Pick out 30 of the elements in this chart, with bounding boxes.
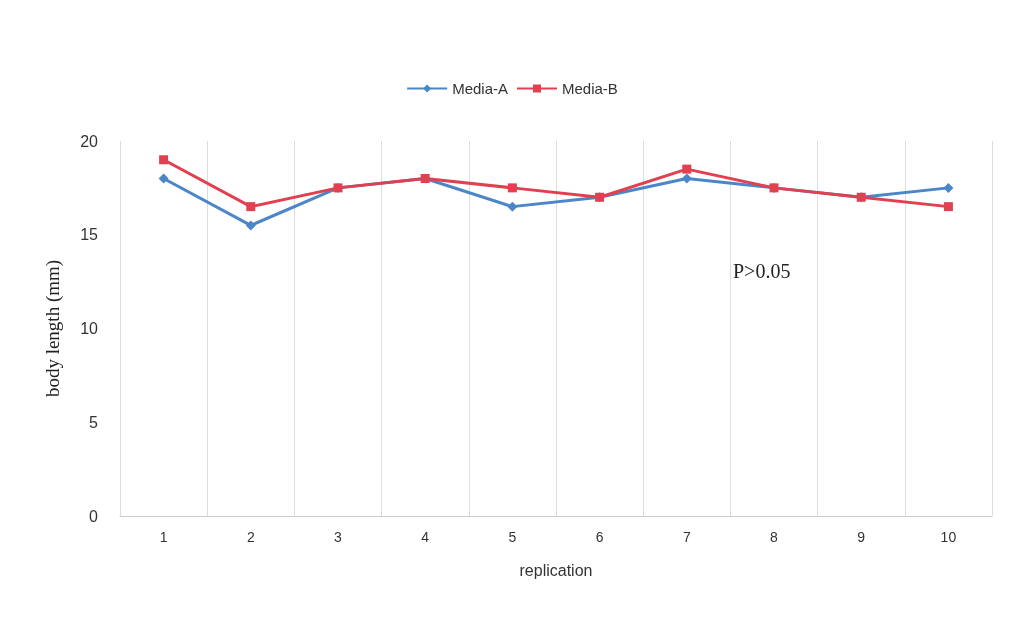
point	[681, 173, 692, 184]
legend-label: Media-B	[562, 80, 618, 97]
point	[943, 202, 953, 212]
point	[245, 220, 256, 231]
point	[246, 202, 256, 212]
x-tick-label: 9	[857, 529, 866, 545]
x-tick-label: 1	[159, 529, 168, 545]
annotation: P>0.05	[733, 260, 791, 282]
point	[682, 164, 692, 174]
legend-label: Media-A	[452, 80, 508, 97]
point	[158, 173, 169, 184]
point	[507, 183, 517, 193]
y-axis-title: body length (mm)	[42, 259, 64, 398]
x-tick-label: 4	[421, 529, 430, 545]
x-axis-title: replication	[519, 561, 593, 579]
point	[159, 155, 169, 165]
y-tick-label: 10	[80, 320, 99, 337]
y-tick-label: 15	[80, 226, 99, 244]
x-tick-label: 10	[940, 529, 957, 545]
y-tick-label: 20	[80, 132, 99, 150]
y-tick-label: 5	[89, 413, 99, 431]
x-tick-label: 6	[595, 529, 604, 545]
x-tick-label: 8	[770, 529, 779, 545]
x-tick-label: 3	[334, 529, 343, 545]
x-tick-label: 7	[682, 529, 691, 545]
point	[943, 182, 954, 193]
point	[507, 201, 518, 212]
y-tick-label: 0	[89, 507, 99, 525]
x-tick-label: 5	[508, 529, 517, 545]
x-tick-label: 2	[246, 529, 255, 545]
